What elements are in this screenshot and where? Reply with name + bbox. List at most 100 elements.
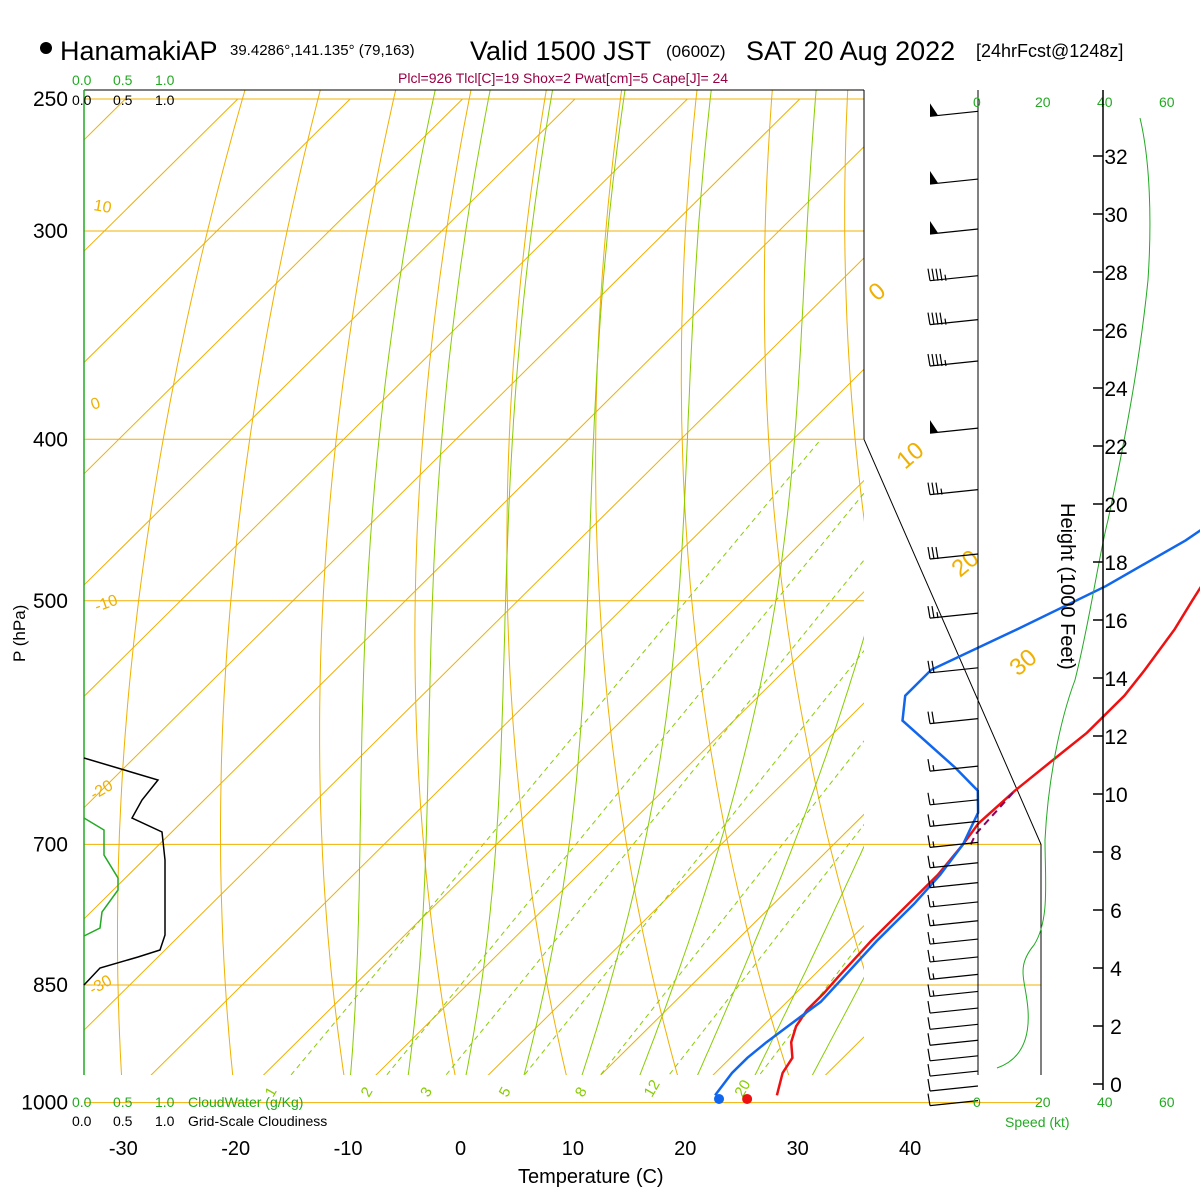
mixing-ratio-label: 2 bbox=[358, 1084, 377, 1100]
barb-half-feather bbox=[932, 919, 935, 926]
speed-tick-top: 20 bbox=[1035, 94, 1051, 110]
isotherm-line bbox=[84, 98, 576, 586]
wind-barb bbox=[929, 103, 979, 117]
barb-shaft bbox=[929, 938, 979, 945]
barb-feather bbox=[939, 312, 943, 325]
wind-barb bbox=[927, 1033, 979, 1046]
speed-tick-top: 0 bbox=[973, 94, 981, 110]
temperature-tick-label: 0 bbox=[455, 1138, 466, 1160]
barb-shaft bbox=[929, 820, 979, 827]
mixing-ratio-label: 12 bbox=[641, 1077, 664, 1100]
barb-half-feather bbox=[932, 900, 935, 908]
barb-half-feather bbox=[932, 881, 935, 888]
moist-adiabat bbox=[811, 976, 864, 1075]
wind-barb bbox=[927, 1000, 979, 1014]
pressure-tick-label: 300 bbox=[33, 220, 68, 243]
dry-adiabat bbox=[1148, 69, 1200, 1138]
isotherm-label: 30 bbox=[1005, 644, 1043, 682]
station-name: HanamakiAP bbox=[60, 36, 218, 66]
barb-feather bbox=[927, 949, 931, 963]
surface-dewpoint-marker bbox=[714, 1093, 725, 1104]
barb-feather bbox=[927, 792, 931, 805]
barb-shaft bbox=[929, 1055, 979, 1062]
moist-adiabat bbox=[581, 90, 712, 1075]
wind-barb bbox=[927, 759, 979, 772]
height-tick-label: 26 bbox=[1104, 320, 1127, 343]
barb-feather bbox=[935, 268, 939, 281]
barb-feather bbox=[931, 546, 935, 560]
height-tick-label: 22 bbox=[1104, 436, 1127, 459]
barb-shaft bbox=[929, 973, 979, 980]
isotherm-label: 0 bbox=[89, 395, 103, 414]
barb-feather bbox=[927, 1033, 931, 1046]
barb-feather bbox=[939, 268, 943, 281]
barb-feather bbox=[927, 711, 931, 724]
speed-tick-bottom: 20 bbox=[1035, 1094, 1051, 1110]
speed-tick-bottom: 0 bbox=[973, 1094, 981, 1110]
isotherm-line bbox=[84, 98, 463, 475]
pressure-tick-label: 1000 bbox=[21, 1092, 68, 1115]
height-tick-label: 14 bbox=[1104, 668, 1128, 691]
barb-feather bbox=[927, 353, 931, 367]
dry-adiabat bbox=[1073, 69, 1200, 1138]
cloudiness-scale-bottom: 1.0 bbox=[155, 1113, 175, 1129]
wind-barb bbox=[927, 482, 979, 496]
isotherm-line bbox=[1023, 99, 1200, 1103]
mixing-ratio-line bbox=[668, 823, 864, 1075]
isotherm-label: 0 bbox=[864, 277, 892, 306]
barb-feather bbox=[935, 546, 939, 560]
moist-adiabat bbox=[697, 635, 864, 1075]
height-tick-label: 30 bbox=[1104, 204, 1127, 227]
wind-barb bbox=[927, 312, 979, 326]
barb-feather bbox=[927, 312, 931, 325]
barb-feather bbox=[927, 1093, 931, 1106]
barb-half-feather bbox=[940, 488, 943, 495]
y-axis-title: P (hPa) bbox=[10, 605, 29, 662]
station-coords: 39.4286°,141.135° (79,163) bbox=[230, 42, 415, 59]
barb-feather bbox=[931, 660, 935, 673]
barb-feather bbox=[935, 353, 939, 367]
cloudwater-scale-bottom: 1.0 bbox=[155, 1094, 175, 1110]
isotherm-label: -10 bbox=[93, 592, 121, 616]
temperature-tick-label: 30 bbox=[787, 1138, 809, 1160]
isotherm-line bbox=[487, 702, 864, 1075]
temperature-tick-label: -10 bbox=[334, 1138, 363, 1160]
height-tick-label: 0 bbox=[1110, 1074, 1122, 1097]
barb-feather bbox=[931, 482, 935, 495]
mixing-ratio-label: 5 bbox=[496, 1084, 515, 1100]
cloudiness-scale-bottom: 0.5 bbox=[113, 1113, 133, 1129]
moist-adiabat bbox=[639, 90, 817, 1075]
height-tick-label: 18 bbox=[1104, 552, 1127, 575]
wind-barb bbox=[927, 984, 979, 998]
mixing-ratio-line bbox=[599, 740, 864, 1075]
upper-boundary bbox=[863, 439, 1042, 1075]
wind-barb bbox=[927, 546, 979, 560]
dry-adiabat bbox=[680, 90, 790, 1075]
barb-shaft bbox=[929, 990, 979, 998]
barb-half-feather bbox=[944, 274, 947, 281]
barb-feather bbox=[927, 268, 931, 281]
barb-half-feather bbox=[936, 612, 939, 619]
dry-adiabat bbox=[595, 90, 678, 1075]
barb-half-feather bbox=[932, 798, 935, 805]
barb-half-feather bbox=[932, 990, 935, 997]
pressure-tick-label: 500 bbox=[33, 590, 68, 613]
height-axis-title: Height (1000 Feet) bbox=[1056, 503, 1078, 670]
station-dot-icon bbox=[40, 42, 52, 54]
temperature-tick-label: -20 bbox=[221, 1138, 250, 1160]
barb-half-feather bbox=[932, 973, 935, 980]
barb-feather bbox=[931, 268, 935, 281]
barb-feather bbox=[931, 606, 935, 619]
mixing-ratio-line bbox=[445, 559, 864, 1075]
wind-barb bbox=[927, 353, 979, 367]
wind-barb bbox=[927, 814, 979, 827]
moist-adiabat bbox=[854, 69, 1200, 1102]
dry-adiabat bbox=[220, 90, 321, 1075]
barb-half-feather bbox=[932, 841, 935, 848]
height-tick-label: 16 bbox=[1104, 610, 1127, 633]
forecast-info: [24hrFcst@1248z] bbox=[976, 41, 1123, 61]
barb-shaft bbox=[929, 765, 979, 772]
